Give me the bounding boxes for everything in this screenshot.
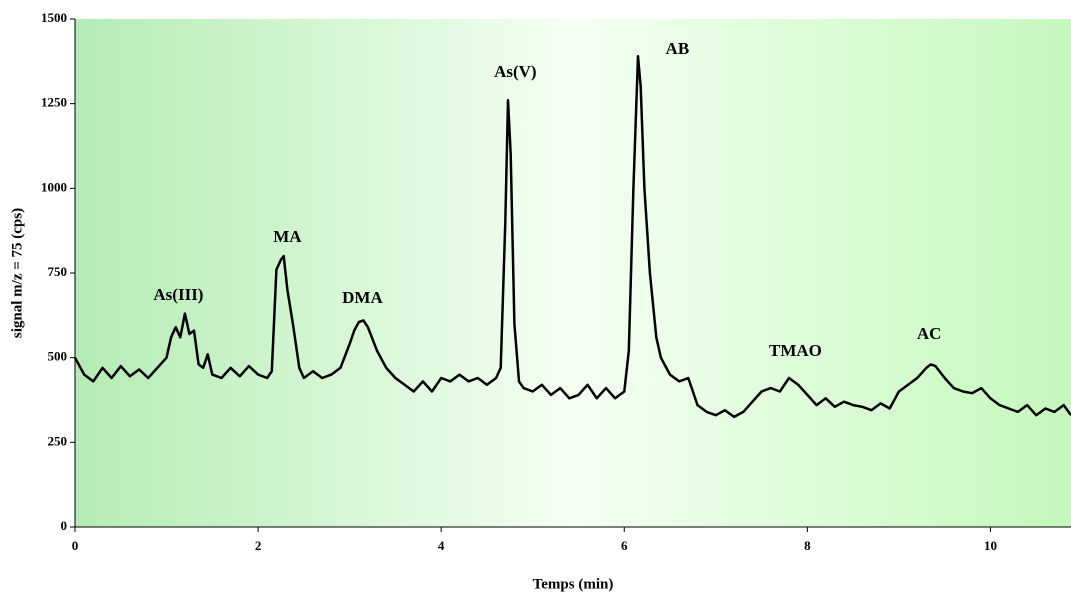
x-tick-label: 4 [438, 538, 445, 553]
y-tick-label: 1250 [41, 95, 67, 110]
peak-label: MA [273, 227, 302, 246]
x-tick-label: 0 [72, 538, 79, 553]
y-axis-title: signal m/z = 75 (cps) [9, 208, 25, 338]
y-tick-label: 500 [48, 349, 68, 364]
peak-label: As(III) [153, 285, 203, 304]
y-tick-label: 250 [48, 433, 68, 448]
y-tick-label: 1000 [41, 179, 67, 194]
peak-label: DMA [342, 288, 383, 307]
peak-label: AC [917, 324, 942, 343]
plot-area [75, 19, 1071, 527]
peak-label: TMAO [769, 341, 822, 360]
y-tick-label: 1500 [41, 10, 67, 25]
signal-line [73, 55, 1071, 419]
peak-label: As(V) [494, 62, 537, 81]
x-tick-label: 6 [621, 538, 628, 553]
peak-label: AB [666, 39, 690, 58]
x-axis-title: Temps (min) [533, 576, 614, 592]
y-tick-label: 0 [61, 518, 68, 533]
x-tick-label: 8 [804, 538, 811, 553]
y-tick-label: 750 [48, 264, 68, 279]
x-tick-label: 2 [255, 538, 262, 553]
x-tick-label: 10 [984, 538, 997, 553]
